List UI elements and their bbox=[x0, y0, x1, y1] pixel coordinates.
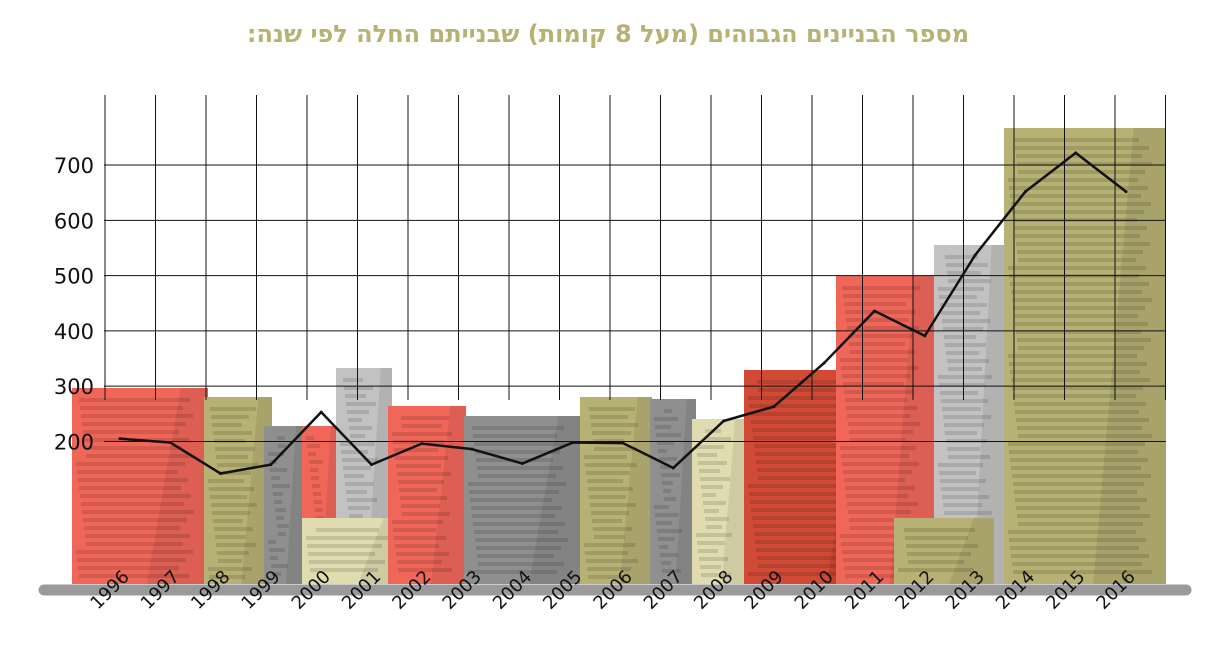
data-point bbox=[420, 442, 424, 446]
building-decoration bbox=[464, 416, 582, 584]
building-decoration bbox=[650, 399, 696, 584]
building-decoration bbox=[580, 397, 652, 584]
y-tick-label: 400 bbox=[54, 320, 94, 344]
data-point bbox=[772, 405, 776, 409]
data-point bbox=[118, 437, 122, 441]
y-tick-label: 500 bbox=[54, 265, 94, 289]
data-point bbox=[1124, 190, 1128, 194]
y-tick-label: 600 bbox=[54, 209, 94, 233]
data-point bbox=[822, 361, 826, 365]
building-decoration bbox=[388, 406, 466, 584]
data-point bbox=[671, 466, 675, 470]
data-point bbox=[923, 334, 927, 338]
data-point bbox=[168, 441, 172, 445]
data-point bbox=[269, 463, 273, 467]
y-tick-label: 300 bbox=[54, 375, 94, 399]
building-decoration bbox=[836, 276, 934, 584]
building-decoration bbox=[1004, 128, 1166, 584]
building-decoration bbox=[894, 518, 994, 584]
data-point bbox=[873, 309, 876, 313]
data-point bbox=[319, 410, 323, 414]
y-tick-label: 700 bbox=[54, 154, 94, 178]
data-point bbox=[571, 441, 575, 445]
building-decoration bbox=[204, 397, 272, 584]
data-point bbox=[973, 253, 977, 257]
y-axis-ticks: 200 300 400 500 600 700 bbox=[54, 154, 94, 454]
data-point bbox=[219, 472, 223, 476]
data-point bbox=[370, 463, 373, 467]
y-tick-label: 200 bbox=[54, 430, 94, 454]
building-decoration bbox=[72, 388, 208, 584]
data-point bbox=[1074, 151, 1078, 155]
data-point bbox=[1023, 190, 1027, 194]
data-line-layer bbox=[118, 151, 1128, 476]
data-point bbox=[621, 441, 625, 445]
grid-layer bbox=[104, 95, 1166, 442]
building-decoration bbox=[692, 419, 746, 584]
data-point bbox=[722, 419, 726, 423]
data-point bbox=[520, 462, 524, 466]
building-decoration bbox=[264, 426, 304, 584]
buildings-layer bbox=[72, 128, 1166, 584]
data-point bbox=[470, 447, 474, 451]
chart-title: מספר הבניינים הגבוהים (מעל 8 קומות) שבני… bbox=[246, 20, 970, 48]
